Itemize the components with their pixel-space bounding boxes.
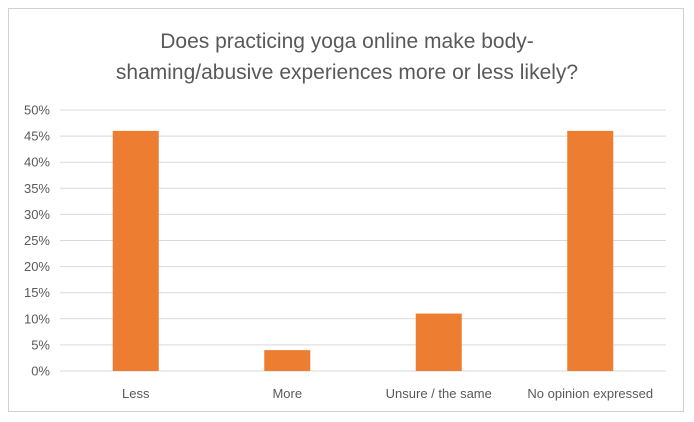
x-category-label: Unsure / the same [386,386,492,401]
y-tick-label: 50% [24,103,50,118]
bars [112,130,614,371]
x-category-label: Less [122,386,150,401]
y-tick-label: 45% [24,129,50,144]
y-tick-label: 20% [24,259,50,274]
bar-less [112,130,159,371]
chart-title-line-1: Does practicing yoga online make body- [160,30,534,53]
y-tick-label: 30% [24,207,50,222]
gridlines [60,109,666,372]
bar-more [264,350,311,371]
x-axis-category-labels: Less More Unsure / the same No opinion expr… [122,386,653,401]
y-axis-tick-labels: 0% 5% 10% 15% 20% 25% 30% 35% 40% 45% 50% [24,103,50,379]
x-category-label: More [272,386,302,401]
chart-title-line-2: shaming/abusive experiences more or less… [116,61,578,84]
chart-title: Does practicing yoga online make body- s… [116,30,578,84]
y-tick-label: 35% [24,181,50,196]
y-tick-label: 5% [31,337,50,352]
x-category-label: No opinion expressed [527,386,653,401]
y-tick-label: 10% [24,311,50,326]
y-tick-label: 0% [31,364,50,379]
y-tick-label: 25% [24,233,50,248]
bar-unsure-the-same [415,313,462,371]
y-tick-label: 40% [24,155,50,170]
bar-no-opinion-expressed [567,130,614,371]
y-tick-label: 15% [24,285,50,300]
